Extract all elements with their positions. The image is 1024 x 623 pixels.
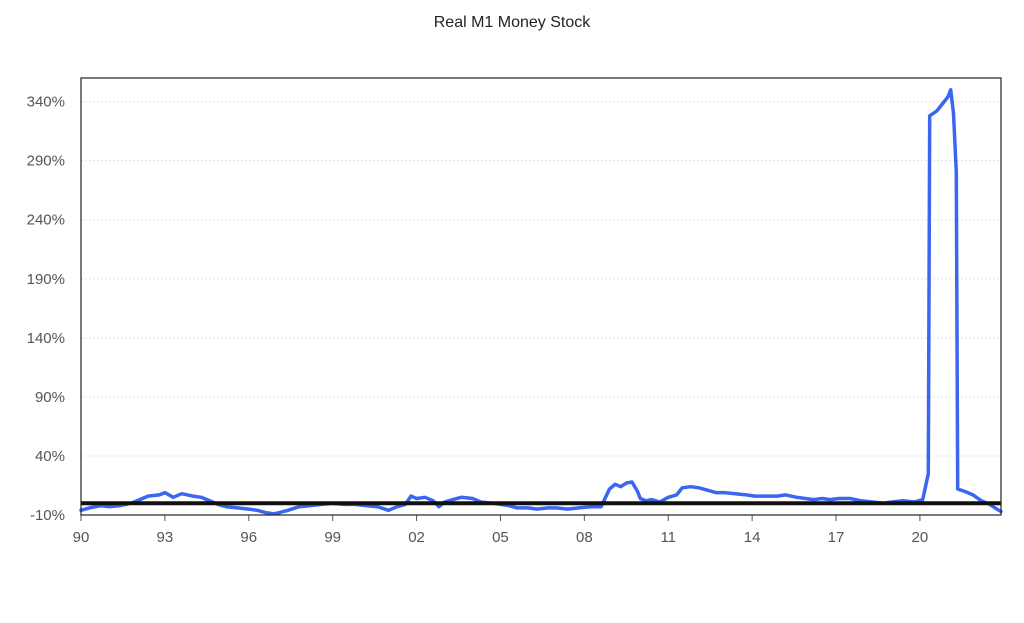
y-tick-label: 340% bbox=[27, 94, 65, 111]
y-tick-label: 40% bbox=[35, 448, 65, 465]
y-tick-label: 140% bbox=[27, 330, 65, 347]
y-tick-label: 240% bbox=[27, 212, 65, 229]
x-tick-label: 08 bbox=[576, 529, 593, 546]
y-tick-label: 190% bbox=[27, 271, 65, 288]
series-line bbox=[79, 88, 1003, 516]
x-tick-label: 11 bbox=[660, 529, 676, 546]
x-tick-label: 90 bbox=[73, 529, 90, 546]
plot-frame bbox=[80, 77, 1002, 516]
series-layer bbox=[79, 88, 1003, 516]
x-tick-label: 05 bbox=[492, 529, 509, 546]
grid-lines bbox=[81, 101, 1001, 516]
y-tick-label: -10% bbox=[30, 507, 65, 524]
x-tick-label: 96 bbox=[240, 529, 257, 546]
x-axis-ticks: 90 93 96 99 02 05 08 11 14 17 20 bbox=[73, 515, 929, 546]
x-tick-label: 14 bbox=[744, 529, 761, 546]
x-tick-label: 20 bbox=[912, 529, 929, 546]
x-tick-label: 99 bbox=[324, 529, 341, 546]
y-tick-label: 90% bbox=[35, 389, 65, 406]
y-axis-ticks: -10% 40% 90% 140% 190% 240% 290% 340% bbox=[27, 94, 65, 524]
y-tick-label: 290% bbox=[27, 153, 65, 170]
chart-title: Real M1 Money Stock bbox=[433, 14, 591, 31]
x-tick-label: 93 bbox=[157, 529, 174, 546]
x-tick-label: 17 bbox=[828, 529, 845, 546]
x-tick-label: 02 bbox=[408, 529, 425, 546]
